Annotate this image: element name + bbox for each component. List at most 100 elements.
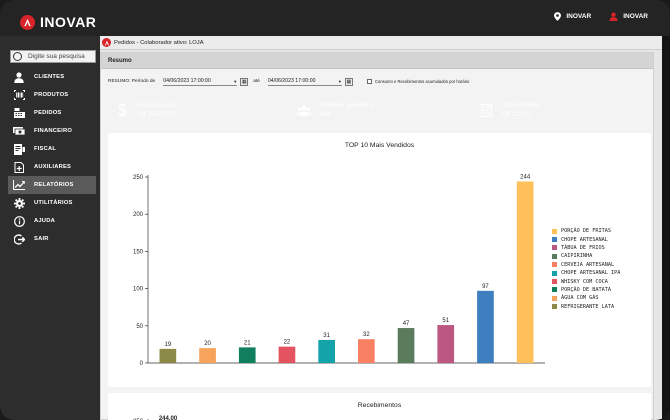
sidebar-item-label: CLIENTES (34, 74, 65, 80)
map-pin-icon (554, 12, 562, 21)
sidebar-item-label: FISCAL (34, 146, 57, 152)
sidebar-item-label: SAIR (34, 236, 49, 242)
bar-value-label: 31 (323, 333, 330, 339)
top10-bar-chart: 0 50 100 150 200 250 19 20 21 22 31 32 47 51 97 244 (133, 174, 545, 367)
sidebar-item-ajuda[interactable]: AJUDA (8, 212, 96, 230)
sidebar: Digite sua pesquisa CLIENTES PRODUTOS PE… (0, 36, 100, 420)
legend-item[interactable]: WHISKY COM COCA (552, 277, 620, 285)
card-pedidos-atendidos[interactable]: Pedidos atendidos 184 (290, 96, 466, 124)
sidebar-menu: CLIENTES PRODUTOS PEDIDOS FINANCEIRO FIS… (8, 68, 96, 248)
legend-swatch (552, 287, 557, 293)
sidebar-item-pedidos[interactable]: PEDIDOS (8, 104, 96, 122)
bar-value-label: 244,00 (159, 416, 178, 420)
bar-value-label: 32 (363, 332, 370, 338)
legend-swatch (552, 228, 557, 234)
legend-item[interactable]: CHOPE ARTESANAL (552, 235, 620, 243)
sidebar-item-label: UTILITÁRIOS (34, 200, 73, 206)
search-icon (13, 52, 22, 61)
sidebar-item-produtos[interactable]: PRODUTOS (8, 86, 96, 104)
legend-swatch (552, 262, 557, 268)
card-value: R$ 112,10 (502, 111, 531, 118)
sidebar-item-sair[interactable]: SAIR (8, 230, 96, 248)
sidebar-item-label: AUXILIARES (34, 164, 72, 170)
user-menu[interactable]: INOVAR (609, 12, 648, 21)
date-to-field[interactable]: 04/06/2023 17:00:00 ▼ (267, 77, 342, 86)
card-label: Ticket Médio (502, 102, 540, 109)
legend-item[interactable]: CAIPIRINHA (552, 252, 620, 260)
chart-title: TOP 10 Mais Vendidos (344, 142, 415, 149)
cash-register-icon (13, 107, 25, 119)
legend-item[interactable]: TÁBUA DE FRIOS (552, 244, 620, 252)
card-label: Pedidos atendidos (320, 102, 375, 109)
info-icon (13, 215, 25, 227)
legend-label: ÁGUA COM GÁS (561, 295, 599, 302)
legend-swatch (552, 253, 557, 259)
legend-item[interactable]: PORÇÃO DE BATATA (552, 286, 620, 294)
legend-item[interactable]: CHOPE ARTESANAL IPA (552, 269, 620, 277)
sidebar-item-label: FINANCEIRO (34, 128, 73, 134)
card-value: R$ 20.627,00 (138, 111, 176, 118)
sidebar-item-relatorios[interactable]: RELATÓRIOS (8, 176, 96, 194)
brand-logo[interactable]: INOVAR (20, 14, 96, 30)
legend-item[interactable]: PORÇÃO DE FRITAS (552, 227, 620, 235)
bar-value-label: 51 (442, 318, 449, 324)
legend-label: CERVEJA ARTESANAL (561, 261, 615, 268)
calendar-icon[interactable]: ▦ (240, 77, 249, 86)
legend-item[interactable]: CERVEJA ARTESANAL (552, 261, 620, 269)
legend-swatch (552, 270, 557, 276)
sidebar-item-label: RELATÓRIOS (34, 182, 74, 188)
summary-cards: Faturamento R$ 20.627,00 Pedidos atendid… (108, 96, 651, 124)
sidebar-item-financeiro[interactable]: FINANCEIRO (8, 122, 96, 140)
main-content: Pedidos - Colaborador ativo: LOJA Resumo… (100, 36, 662, 420)
legend-label: CHOPE ARTESANAL (561, 236, 608, 243)
date-to-value: 04/06/2023 17:00:00 (267, 78, 316, 84)
sidebar-item-clientes[interactable]: CLIENTES (8, 68, 96, 86)
receipt-icon (479, 102, 493, 118)
card-value: 184 (320, 111, 331, 118)
bar (516, 181, 534, 363)
recebimentos-chart-card: Recebimentos 250244,00 (108, 393, 651, 420)
location-selector[interactable]: INOVAR (554, 12, 591, 21)
search-input[interactable]: Digite sua pesquisa (10, 50, 96, 63)
y-tick-label: 200 (133, 212, 144, 218)
legend-item[interactable]: ÁGUA COM GÁS (552, 294, 620, 302)
sidebar-item-utilitarios[interactable]: UTILITÁRIOS (8, 194, 96, 212)
bar (318, 339, 335, 363)
invoice-icon (13, 143, 25, 155)
summary-panel: Resumo RESUMO: Período de 04/06/2023 17:… (100, 52, 654, 420)
legend-label: TÁBUA DE FRIOS (561, 244, 605, 251)
logo-icon (20, 14, 35, 30)
sidebar-item-fiscal[interactable]: FISCAL (8, 140, 96, 158)
user-label: INOVAR (623, 13, 648, 20)
date-from-field[interactable]: 04/06/2023 17:00:00 ▼ (163, 77, 238, 86)
y-tick-label: 150 (133, 249, 144, 255)
legend-item[interactable]: REFRIGERANTE LATA (552, 303, 620, 311)
bar-value-label: 244 (520, 174, 531, 180)
panel-header: Resumo (101, 53, 653, 69)
date-from-value: 04/06/2023 17:00:00 (163, 78, 211, 84)
bar (358, 339, 375, 363)
sidebar-item-auxiliares[interactable]: AUXILIARES (8, 158, 96, 176)
accumulated-checkbox[interactable] (366, 79, 372, 84)
bar-value-label: 47 (403, 321, 410, 327)
calendar-icon[interactable]: ▦ (344, 77, 353, 86)
period-filter: RESUMO: Período de 04/06/2023 17:00:00 ▼… (108, 77, 469, 86)
chart-legend: PORÇÃO DE FRITAS CHOPE ARTESANAL TÁBUA DE … (552, 227, 620, 311)
logout-icon (13, 233, 25, 245)
legend-label: CAIPIRINHA (561, 253, 593, 260)
top10-chart-card: TOP 10 Mais Vendidos 0 50 100 150 200 250 19 20… (108, 133, 651, 387)
legend-label: PORÇÃO DE BATATA (561, 286, 611, 293)
bar-value-label: 21 (244, 340, 251, 346)
legend-swatch (552, 295, 557, 301)
legend-swatch (552, 279, 557, 285)
chart-title: Recebimentos (357, 402, 402, 409)
breadcrumb-text: Pedidos - Colaborador ativo: LOJA (114, 39, 204, 46)
y-tick-label: 0 (140, 361, 144, 367)
bar (278, 346, 296, 363)
gear-icon (13, 197, 25, 209)
card-faturamento[interactable]: Faturamento R$ 20.627,00 (108, 96, 284, 124)
bar (477, 290, 494, 363)
card-ticket-medio[interactable]: Ticket Médio R$ 112,10 (472, 96, 649, 124)
card-label: Faturamento (138, 102, 176, 109)
